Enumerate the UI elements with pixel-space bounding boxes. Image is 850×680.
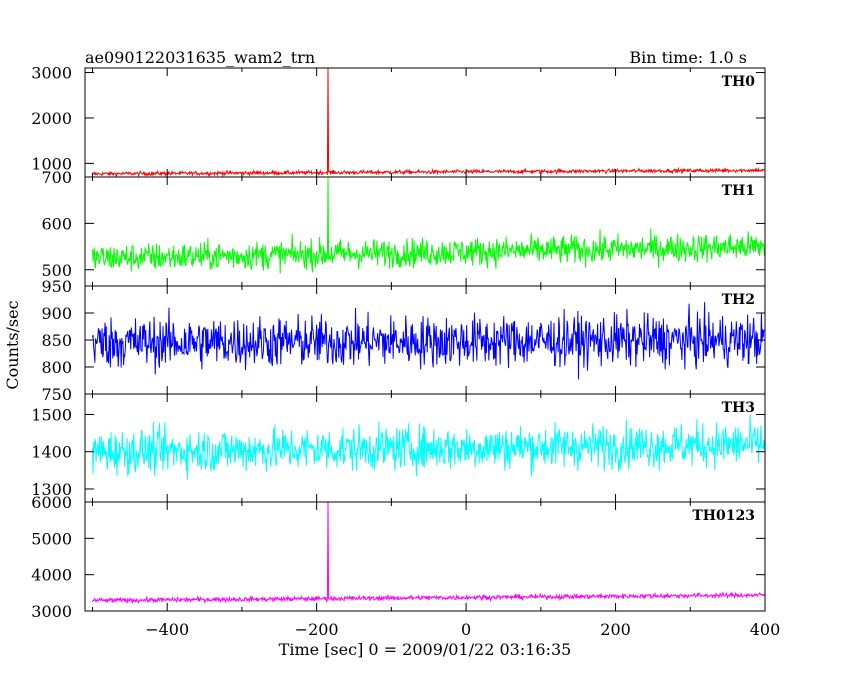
panel-label-th0: TH0 — [722, 74, 756, 90]
series-th0 — [92, 68, 765, 177]
y-tick-label: 3000 — [31, 602, 72, 621]
panel-th1: 500 600 700 TH1 — [41, 168, 766, 287]
panel-label-th3: TH3 — [722, 400, 755, 416]
y-tick-label: 4000 — [31, 566, 72, 585]
panel-th3: 1300 1400 1500 TH3 — [31, 393, 766, 503]
series-th1 — [91, 177, 765, 274]
y-tick-label: 3000 — [31, 64, 72, 83]
panel-label-th2: TH2 — [722, 292, 755, 308]
series-th0123 — [92, 502, 765, 605]
y-tick-label: 850 — [41, 331, 72, 350]
panel-frame — [84, 176, 766, 287]
y-tick-label: 6000 — [31, 493, 72, 512]
y-tick-label: 700 — [41, 168, 72, 187]
x-tick-label: 400 — [750, 620, 781, 639]
y-tick-label: 1400 — [31, 443, 72, 462]
x-tick-label: −200 — [295, 620, 339, 639]
panel-label-th0123: TH0123 — [692, 508, 755, 524]
y-tick-label: 600 — [41, 214, 72, 233]
panel-th2: 750 800 850 900 950 TH2 — [41, 277, 766, 404]
panel-frame — [84, 67, 766, 178]
x-tick-label: 0 — [461, 620, 471, 639]
y-tick-label: 1300 — [31, 480, 72, 499]
file-name-label: ae090122031635_wam2_trn — [85, 48, 315, 67]
panel-th0: 1000 2000 3000 TH0 — [31, 64, 766, 178]
y-tick-label: 750 — [41, 385, 72, 404]
bin-time-label: Bin time: 1.0 s — [629, 48, 747, 67]
panel-frame — [84, 501, 766, 612]
y-tick-label: 500 — [41, 261, 72, 280]
x-axis-label: Time [sec] 0 = 2009/01/22 03:16:35 — [279, 640, 572, 659]
y-axis-label: Counts/sec — [3, 300, 22, 389]
panel-th0123: 3000 4000 5000 6000 TH0123 — [31, 493, 766, 621]
panel-label-th1: TH1 — [722, 183, 755, 199]
y-tick-label: 800 — [41, 358, 72, 377]
x-axis: −400 −200 0 200 400 — [145, 620, 780, 639]
y-tick-label: 950 — [41, 277, 72, 296]
y-tick-label: 5000 — [31, 529, 72, 548]
panels-group: 1000 2000 3000 TH0 500 600 700 TH1 750 800 850 900 9… — [31, 64, 766, 621]
y-tick-label: 1000 — [31, 154, 72, 173]
series-th3 — [91, 414, 765, 480]
series-th2 — [91, 302, 765, 380]
y-tick-label: 900 — [41, 304, 72, 323]
y-tick-label: 1500 — [31, 405, 72, 424]
x-tick-label: −400 — [145, 620, 189, 639]
y-tick-label: 2000 — [31, 109, 72, 128]
x-tick-label: 200 — [600, 620, 631, 639]
